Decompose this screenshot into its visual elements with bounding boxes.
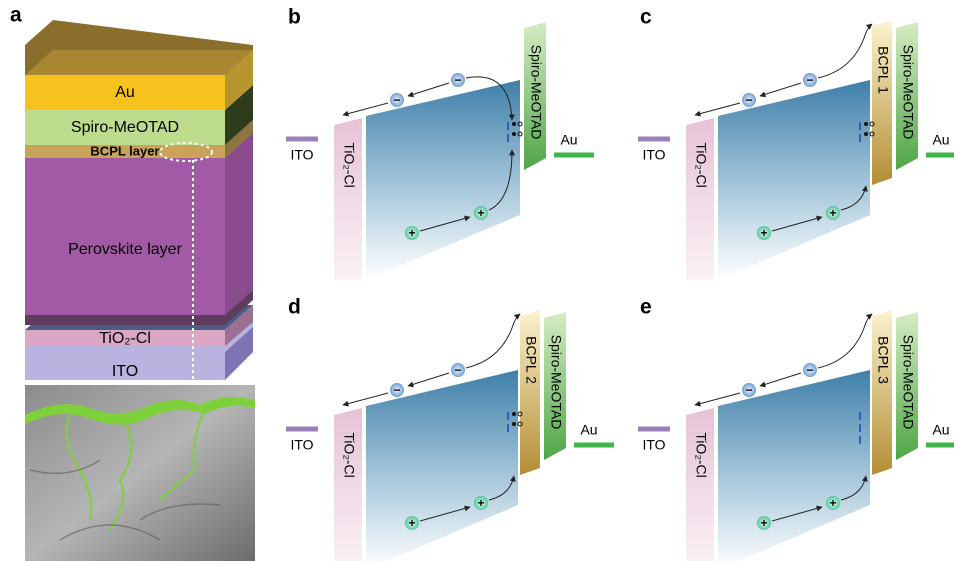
ito-label: ITO (642, 437, 665, 453)
energy-diagram: b ITO TiO₂-Cl Spiro-MeOTAD Au − − + + (286, 6, 594, 280)
layer-label: TiO₂-Cl (99, 330, 151, 347)
bcpl-band (872, 310, 892, 475)
trapped-charge (512, 422, 516, 426)
etl-label: TiO₂-Cl (341, 432, 357, 477)
au-label: Au (560, 132, 577, 148)
sem-image (25, 385, 255, 561)
arrow (466, 314, 520, 368)
bcpl-label: BCPL 2 (523, 336, 539, 384)
charge-sign: − (393, 93, 400, 107)
ito-label: ITO (290, 147, 313, 163)
au-label: Au (580, 422, 597, 438)
arrow (818, 24, 872, 78)
htl-label: Spiro-MeOTAD (548, 335, 564, 430)
bcpl-band (872, 20, 892, 185)
charge-sign: − (745, 383, 752, 397)
au-top-face (25, 50, 253, 75)
arrow (408, 373, 449, 386)
trapped-charge (512, 122, 516, 126)
etl-band (334, 408, 362, 561)
htl-label: Spiro-MeOTAD (900, 335, 916, 430)
perovskite-layer (25, 133, 253, 315)
charge-sign: − (806, 73, 813, 87)
layer-label: BCPL layer (90, 143, 159, 158)
htl-label: Spiro-MeOTAD (900, 45, 916, 140)
perovskite-band (718, 80, 870, 280)
arrow (408, 83, 449, 96)
perovskite-side (225, 133, 253, 315)
etl-band (686, 408, 714, 561)
layer-label: Spiro-MeOTAD (71, 119, 179, 136)
bcpl-label: BCPL 3 (875, 336, 891, 384)
perovskite-band (366, 370, 518, 561)
panel-label: e (640, 296, 652, 319)
trapped-charge (864, 122, 868, 126)
charge-sign: − (393, 383, 400, 397)
panel-label: d (288, 296, 301, 319)
charge-sign: − (454, 363, 461, 377)
trapped-charge (512, 412, 516, 416)
bcpl-label: BCPL 1 (875, 46, 891, 94)
charge-sign: + (829, 206, 836, 220)
energy-diagram: c ITO TiO₂-Cl BCPL 1 Spiro-MeOTAD Au − − + + (638, 6, 954, 280)
ito-label: ITO (642, 147, 665, 163)
perovskite-band (718, 370, 870, 561)
arrow (760, 83, 801, 96)
etl-label: TiO₂-Cl (693, 142, 709, 187)
charge-sign: − (454, 73, 461, 87)
charge-sign: + (829, 496, 836, 510)
ito-label: ITO (290, 437, 313, 453)
charge-sign: + (477, 206, 484, 220)
layer-label: ITO (112, 363, 138, 380)
charge-sign: + (760, 226, 767, 240)
etl-label: TiO₂-Cl (693, 432, 709, 477)
panel-label: c (640, 6, 652, 29)
arrow (818, 314, 872, 368)
etl-label: TiO₂-Cl (341, 142, 357, 187)
panel-label: b (288, 6, 301, 29)
charge-sign: − (806, 363, 813, 377)
trapped-charge (512, 132, 516, 136)
figure: Au Spiro-MeOTAD BCPL layer Perovskite la… (0, 0, 954, 561)
perovskite-band (366, 80, 520, 280)
energy-diagram: d ITO TiO₂-Cl BCPL 2 Spiro-MeOTAD Au − − + + (286, 296, 614, 561)
charge-sign: − (745, 93, 752, 107)
bcpl-band (520, 310, 540, 475)
charge-sign: + (760, 516, 767, 530)
charge-sign: + (477, 496, 484, 510)
layer-label: Perovskite layer (68, 241, 182, 258)
layer-stack: Au Spiro-MeOTAD BCPL layer Perovskite la… (25, 20, 253, 412)
charge-sign: + (408, 226, 415, 240)
charge-sign: + (408, 516, 415, 530)
arrow (760, 373, 801, 386)
energy-diagram: e ITO TiO₂-Cl BCPL 3 Spiro-MeOTAD Au − − + + (638, 296, 954, 561)
au-label: Au (932, 422, 949, 438)
au-label: Au (932, 132, 949, 148)
htl-label: Spiro-MeOTAD (528, 45, 544, 140)
panel-label: a (10, 4, 22, 27)
layer-label: Au (115, 84, 135, 101)
trapped-charge (864, 132, 868, 136)
